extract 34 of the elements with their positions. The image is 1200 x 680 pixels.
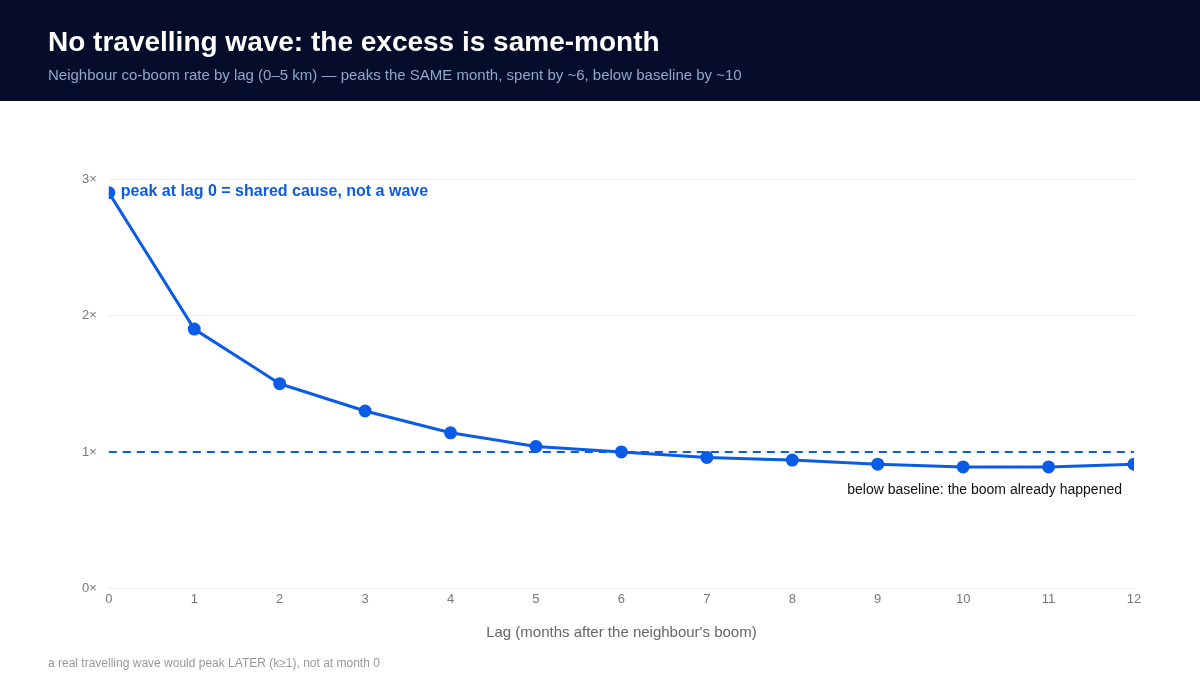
x-tick-label: 12 (1126, 590, 1142, 606)
y-tick-label: 1× (81, 443, 97, 459)
x-tick-label: 10 (955, 590, 971, 606)
y-tick-label: 0× (81, 579, 97, 595)
chart-title: No travelling wave: the excess is same-month (48, 26, 661, 58)
x-tick-label: 11 (1041, 590, 1056, 606)
x-tick-label: 1 (190, 590, 198, 606)
point (444, 426, 458, 440)
point (529, 439, 543, 453)
x-axis-title: Lag (months after the neighbour's boom) (486, 623, 757, 641)
point (956, 460, 970, 474)
point (273, 377, 287, 391)
point (187, 322, 201, 336)
x-tick-label: 4 (446, 590, 455, 606)
y-tick-label: 2× (81, 307, 97, 323)
x-tick-label: 5 (532, 590, 540, 606)
x-tick-label: 7 (703, 590, 711, 606)
x-tick-label: 3 (361, 590, 369, 606)
x-tick-label: 0 (105, 590, 113, 606)
x-tick-label: 9 (874, 590, 882, 606)
point (1042, 460, 1056, 474)
annotation: below baseline: the boom already happened (847, 481, 1122, 498)
chart-subtitle: Neighbour co-boom rate by lag (0–5 km) — peaks the SAME month, spent by ~6, below baseline by ~10 (48, 66, 743, 83)
x-tick-label: 2 (276, 590, 284, 606)
text: a real travelling wave would peak LATER (k≥1), not at month 0 (48, 656, 380, 670)
point (871, 457, 885, 471)
point (358, 404, 372, 418)
point (785, 453, 799, 467)
y-tick-label: 3× (81, 170, 97, 186)
x-tick-label: 6 (617, 590, 626, 606)
point (700, 450, 714, 464)
point (614, 445, 628, 459)
annotation: peak at lag 0 = shared cause, not a wave (120, 181, 429, 199)
x-tick-label: 8 (788, 590, 796, 606)
